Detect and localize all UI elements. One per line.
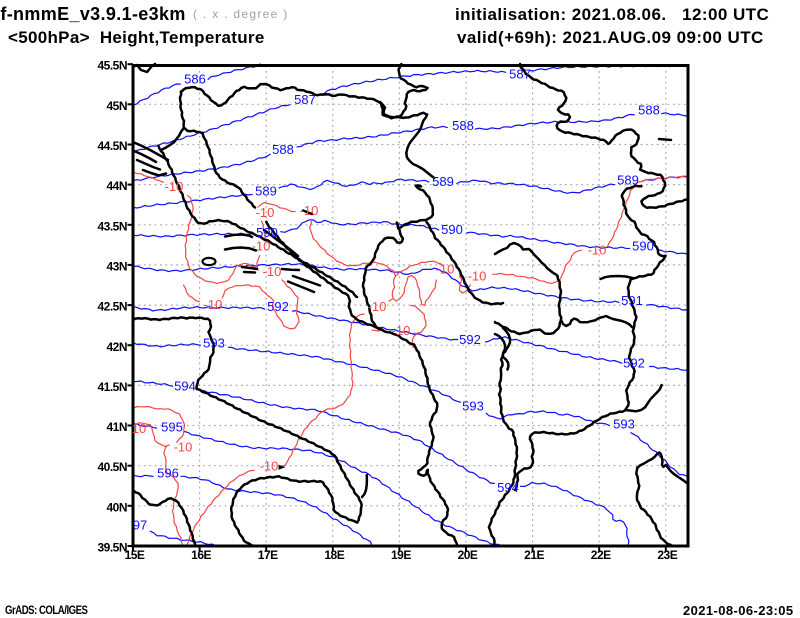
- svg-text:40N: 40N: [106, 500, 127, 514]
- svg-text:97: 97: [133, 518, 147, 533]
- svg-text:42N: 42N: [106, 340, 127, 354]
- svg-text:594: 594: [174, 379, 196, 394]
- svg-text:588: 588: [638, 103, 660, 118]
- svg-text:18E: 18E: [324, 548, 344, 562]
- svg-text:42.5N: 42.5N: [97, 300, 127, 314]
- svg-text:-10: -10: [300, 203, 319, 218]
- svg-text:587: 587: [294, 92, 316, 107]
- svg-text:589: 589: [432, 174, 454, 189]
- svg-text:590: 590: [632, 239, 654, 254]
- svg-text:21E: 21E: [524, 548, 544, 562]
- svg-text:594: 594: [497, 480, 519, 495]
- svg-text:590: 590: [256, 225, 278, 240]
- svg-text:20E: 20E: [458, 548, 478, 562]
- svg-text:596: 596: [157, 466, 179, 481]
- svg-text:589: 589: [255, 184, 277, 199]
- svg-text:15E: 15E: [125, 548, 145, 562]
- svg-text:588: 588: [452, 118, 474, 133]
- svg-text:592: 592: [459, 332, 481, 347]
- svg-text:23E: 23E: [657, 548, 677, 562]
- svg-text:44N: 44N: [106, 179, 127, 193]
- svg-text:589: 589: [617, 173, 639, 188]
- svg-text:-10: -10: [174, 440, 193, 455]
- svg-text:592: 592: [623, 356, 645, 371]
- svg-text:591: 591: [621, 293, 643, 308]
- svg-text:22E: 22E: [591, 548, 611, 562]
- svg-text:-10: -10: [368, 299, 387, 314]
- svg-text:-10: -10: [204, 297, 223, 312]
- svg-text:40.5N: 40.5N: [97, 460, 127, 474]
- svg-text:592: 592: [267, 299, 289, 314]
- svg-text:593: 593: [462, 399, 484, 414]
- svg-text:41N: 41N: [106, 420, 127, 434]
- svg-text:587: 587: [509, 67, 531, 82]
- svg-text:45N: 45N: [106, 99, 127, 113]
- svg-text:593: 593: [203, 336, 225, 351]
- svg-text:590: 590: [441, 222, 463, 237]
- svg-text:-10: -10: [468, 269, 487, 284]
- svg-text:595: 595: [161, 420, 183, 435]
- svg-text:10: 10: [132, 421, 146, 436]
- svg-text:-10: -10: [256, 205, 275, 220]
- svg-text:43.5N: 43.5N: [97, 219, 127, 233]
- svg-text:-10: -10: [263, 264, 282, 279]
- svg-text:593: 593: [613, 417, 635, 432]
- svg-text:44.5N: 44.5N: [97, 139, 127, 153]
- svg-text:586: 586: [184, 72, 206, 87]
- svg-text:-10: -10: [165, 179, 184, 194]
- svg-text:-10: -10: [436, 262, 455, 277]
- svg-text:16E: 16E: [191, 548, 211, 562]
- svg-text:-10: -10: [392, 323, 411, 338]
- svg-text:-10: -10: [260, 459, 279, 474]
- svg-text:588: 588: [272, 142, 294, 157]
- svg-text:43N: 43N: [106, 259, 127, 273]
- svg-text:45.5N: 45.5N: [97, 59, 127, 73]
- svg-text:41.5N: 41.5N: [97, 380, 127, 394]
- svg-text:19E: 19E: [391, 548, 411, 562]
- svg-text:-10: -10: [252, 239, 271, 254]
- svg-text:39.5N: 39.5N: [97, 541, 127, 555]
- svg-text:-10: -10: [588, 243, 607, 258]
- svg-text:17E: 17E: [258, 548, 278, 562]
